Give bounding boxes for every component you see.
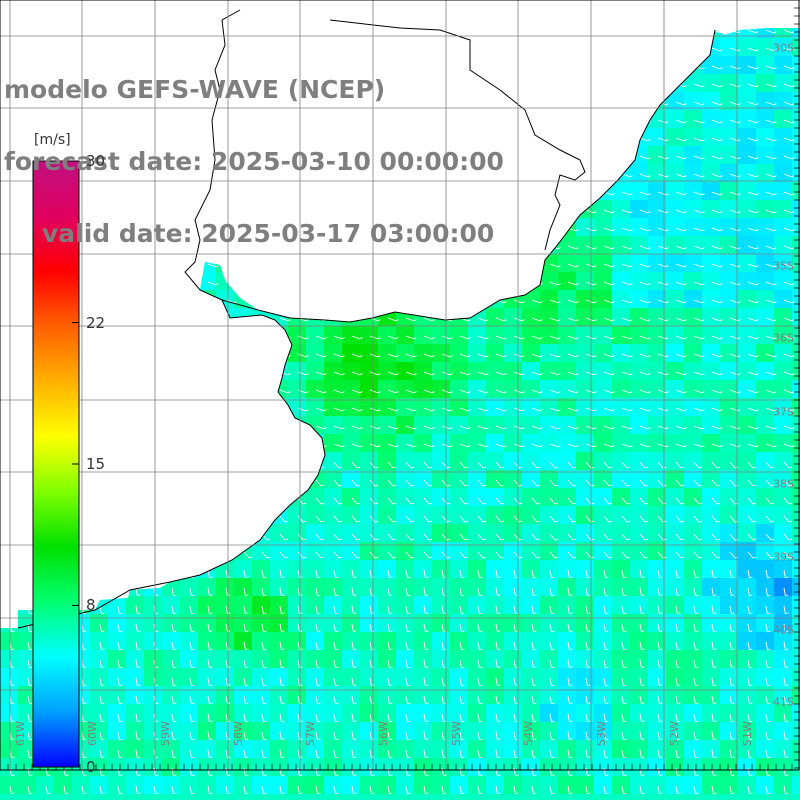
title-forecast-date: forecast date: 2025-03-10 00:00:00	[4, 147, 504, 176]
latitude-label: 41S	[773, 695, 794, 709]
longitude-label: 51W	[741, 721, 754, 746]
longitude-label: 60W	[86, 721, 99, 746]
latitude-label: 37S	[773, 405, 794, 419]
colorbar-tick: 15	[86, 455, 106, 473]
colorbar-tick: 8	[86, 596, 96, 615]
latitude-label: 40S	[773, 623, 794, 637]
longitude-label: 52W	[668, 721, 681, 746]
longitude-label: 56W	[377, 721, 390, 746]
colorbar-tick: 22	[86, 313, 106, 332]
longitude-label: 57W	[304, 721, 317, 746]
longitude-label: 53W	[595, 721, 608, 746]
lat-lon-grid	[0, 0, 800, 771]
title-model: modelo GEFS-WAVE (NCEP)	[4, 75, 386, 104]
map-title: modelo GEFS-WAVE (NCEP) forecast date: 2…	[4, 30, 504, 270]
longitude-label: 59W	[159, 721, 172, 746]
border-line	[329, 19, 586, 251]
latitude-label: 39S	[773, 550, 794, 564]
colorbar-tick: 0	[86, 758, 96, 776]
longitude-label: 58W	[232, 721, 245, 746]
coastline	[17, 9, 326, 629]
longitude-label: 54W	[522, 721, 535, 746]
colorbar-tick: 30	[86, 152, 106, 170]
longitude-label: 55W	[450, 721, 463, 746]
latitude-label: 38S	[773, 477, 794, 491]
latitude-label: 35S	[773, 259, 794, 273]
colorbar	[32, 160, 80, 768]
colorbar-units: [m/s]	[34, 132, 71, 148]
latitude-label: 36S	[773, 331, 794, 345]
title-valid-date: valid date: 2025-03-17 03:00:00	[42, 219, 495, 248]
latitude-label: 30S	[773, 41, 794, 55]
longitude-label: 61W	[14, 721, 27, 746]
